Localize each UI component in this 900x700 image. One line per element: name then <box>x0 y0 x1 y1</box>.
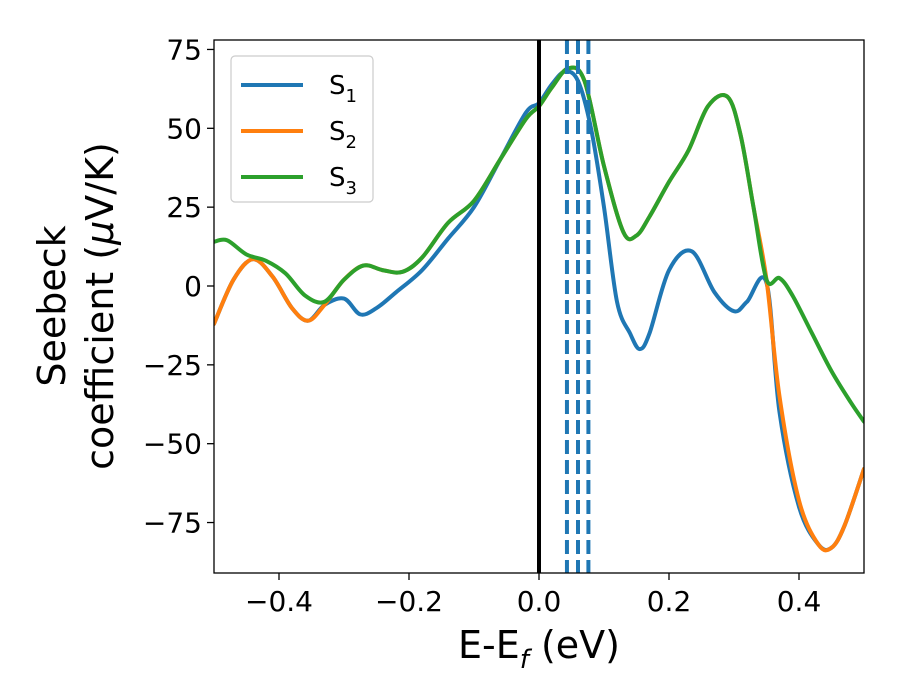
x-ticks: −0.4 −0.2 0.0 0.2 0.4 <box>245 573 821 618</box>
x-tick-label: −0.2 <box>375 585 443 618</box>
legend-label-s1: S1 <box>329 71 357 107</box>
y-tick-label: 25 <box>166 191 202 224</box>
y-tick-label: 75 <box>166 33 202 66</box>
y-ticks: 75 50 25 0 −25 −50 −75 <box>143 33 214 540</box>
y-axis-label-line2: coefficient (μV/K) <box>78 142 122 470</box>
x-tick-label: 0.2 <box>647 585 692 618</box>
y-axis-label: Seebeck coefficient (μV/K) <box>30 142 122 470</box>
legend-label-s3: S3 <box>329 163 357 199</box>
y-tick-label: 0 <box>184 270 202 303</box>
legend: S1 S2 S3 <box>230 55 374 203</box>
reference-lines <box>537 40 591 573</box>
y-axis-label-line1: Seebeck <box>30 225 74 386</box>
x-axis-label: E-Ef (eV) <box>458 623 620 675</box>
y-tick-label: −50 <box>143 428 202 461</box>
series-line-s3 <box>214 65 864 424</box>
y-tick-label: −25 <box>143 349 202 382</box>
legend-label-s2: S2 <box>329 117 357 153</box>
x-tick-label: −0.4 <box>245 585 313 618</box>
y-tick-label: −75 <box>143 507 202 540</box>
y-tick-label: 50 <box>166 112 202 145</box>
x-tick-label: 0.4 <box>777 585 822 618</box>
x-tick-label: 0.0 <box>517 585 562 618</box>
